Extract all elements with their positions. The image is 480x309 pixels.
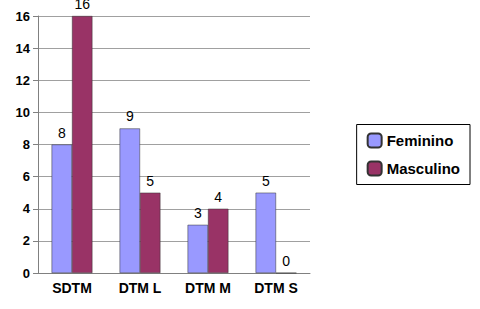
svg-text:16: 16 bbox=[16, 9, 30, 24]
svg-text:DTM S: DTM S bbox=[254, 280, 298, 296]
svg-text:6: 6 bbox=[23, 169, 30, 184]
svg-text:5: 5 bbox=[146, 173, 154, 189]
svg-text:4: 4 bbox=[23, 201, 31, 216]
svg-text:5: 5 bbox=[262, 173, 270, 189]
svg-text:2: 2 bbox=[23, 233, 30, 248]
svg-text:4: 4 bbox=[214, 189, 222, 205]
svg-text:12: 12 bbox=[16, 73, 30, 88]
svg-text:14: 14 bbox=[16, 41, 31, 56]
svg-text:Masculino: Masculino bbox=[387, 160, 460, 177]
svg-text:8: 8 bbox=[23, 137, 30, 152]
svg-text:0: 0 bbox=[282, 253, 290, 269]
svg-text:10: 10 bbox=[16, 105, 30, 120]
svg-text:3: 3 bbox=[194, 205, 202, 221]
svg-text:Feminino: Feminino bbox=[387, 132, 454, 149]
svg-text:16: 16 bbox=[74, 0, 90, 12]
svg-text:9: 9 bbox=[126, 108, 134, 124]
svg-text:8: 8 bbox=[58, 125, 66, 141]
svg-text:DTM M: DTM M bbox=[185, 280, 231, 296]
svg-text:0: 0 bbox=[23, 266, 30, 281]
svg-text:SDTM: SDTM bbox=[52, 280, 92, 296]
svg-text:DTM L: DTM L bbox=[119, 280, 162, 296]
